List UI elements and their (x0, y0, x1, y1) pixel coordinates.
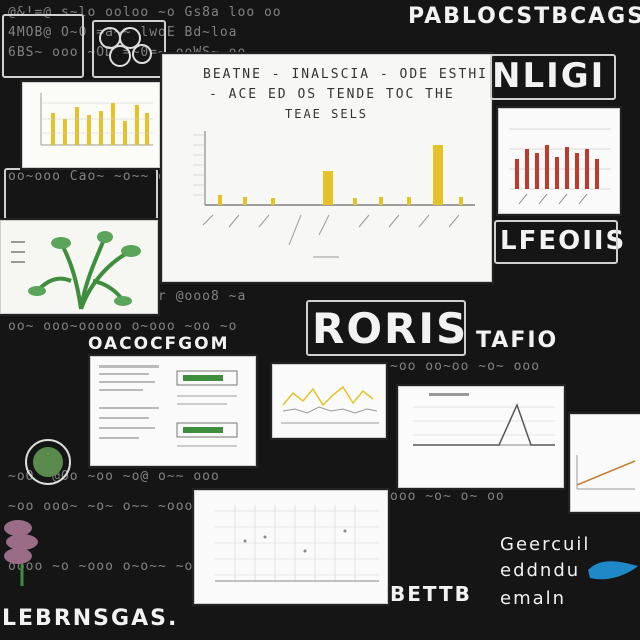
top-right-heading: PABLOCSTBCAGS (408, 4, 640, 29)
box-roris (306, 300, 466, 356)
oatsacfgn-heading: OACOCFGOM (88, 334, 230, 354)
box-lfeoiis (494, 220, 618, 264)
box-mid-left (4, 168, 158, 220)
box-top-left-2 (92, 20, 166, 78)
bottom-right-text-3: emaln (500, 588, 567, 609)
lfeoiis-heading: LFEOIIS (500, 226, 627, 256)
flower-doodle-icon (0, 508, 44, 588)
thumb-peak-chart (398, 386, 564, 488)
tafio-heading: TAFIO (476, 328, 559, 353)
cell-illustration-icon (96, 24, 156, 70)
roris-heading: RORIS (312, 304, 469, 353)
bottom-right-text-1: Geercuil (500, 534, 591, 555)
thumb-grid-chart (194, 490, 388, 604)
bottom-right-text-2: eddndu (500, 560, 581, 581)
blue-wave-icon (586, 552, 640, 586)
box-nligi (490, 54, 616, 100)
thumb-right-chart (570, 414, 640, 512)
thumb-bar-chart-red (498, 108, 620, 214)
thumb-bar-chart-yellow (22, 82, 160, 168)
leaf-scribble-icon (22, 436, 74, 488)
bettb-heading: BETTB (390, 582, 472, 606)
bottom-left-heading: LEBRNSGAS. (2, 606, 179, 631)
nligi-heading: NLIGI (492, 56, 606, 96)
main-chart-panel: BEATNE - INALSCIA - ODE ESTHI - ACE ED O… (162, 54, 492, 282)
main-chart-title-line2: - ACE ED OS TENDE TOC THE (209, 87, 455, 102)
main-chart-title-line1: BEATNE - INALSCIA - ODE ESTHI (203, 67, 488, 82)
plant-illustration-icon (1, 221, 157, 313)
plant-illustration-panel (0, 220, 158, 314)
main-chart-title-line3: TEAE SELS (285, 107, 369, 121)
thumb-line-chart-yellow (272, 364, 386, 438)
thumb-form-panel (90, 356, 256, 466)
box-top-left (2, 14, 84, 78)
